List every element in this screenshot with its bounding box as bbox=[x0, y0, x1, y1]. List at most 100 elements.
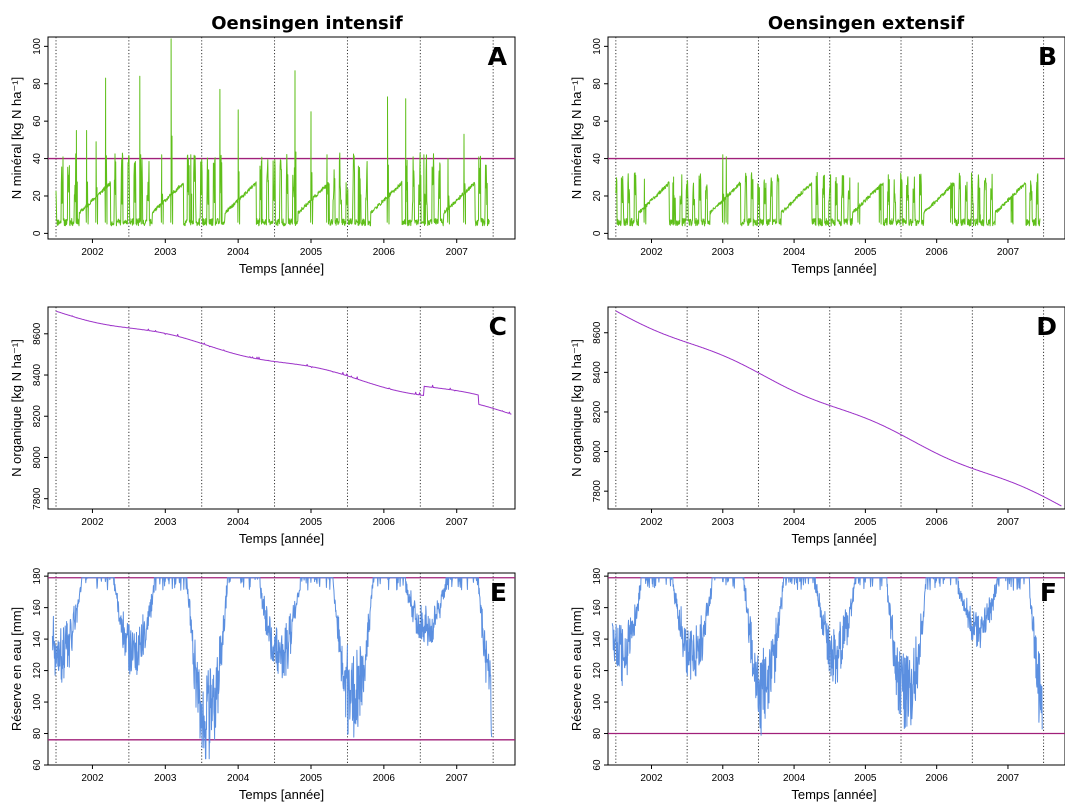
series-line-b bbox=[615, 154, 1041, 227]
x-tick-label: 2003 bbox=[154, 773, 177, 784]
y-tick-label: 8200 bbox=[592, 400, 603, 423]
x-tick-label: 2002 bbox=[640, 773, 663, 784]
x-tick-label: 2007 bbox=[446, 517, 469, 528]
y-tick-label: 20 bbox=[592, 190, 603, 202]
panel-letter-a: A bbox=[488, 42, 508, 71]
plot-frame-a bbox=[47, 36, 516, 240]
x-tick-label: 2003 bbox=[712, 517, 735, 528]
y-tick-label: 40 bbox=[32, 153, 43, 165]
x-axis-label: Temps [année] bbox=[239, 787, 324, 802]
title-right: Oensingen extensif bbox=[768, 13, 965, 34]
x-tick-label: 2002 bbox=[640, 247, 663, 258]
x-tick-label: 2006 bbox=[373, 247, 396, 258]
y-tick-label: 8000 bbox=[32, 446, 43, 469]
y-axis-label: N organique [kg N ha⁻¹] bbox=[9, 339, 24, 477]
plot-frame-c bbox=[47, 306, 516, 510]
y-tick-label: 120 bbox=[32, 662, 43, 679]
x-tick-label: 2007 bbox=[997, 247, 1020, 258]
x-tick-label: 2005 bbox=[854, 247, 877, 258]
x-tick-label: 2007 bbox=[446, 773, 469, 784]
x-tick-label: 2003 bbox=[154, 517, 177, 528]
y-tick-label: 0 bbox=[592, 230, 603, 236]
y-tick-label: 140 bbox=[32, 630, 43, 647]
x-tick-label: 2002 bbox=[81, 773, 104, 784]
x-tick-label: 2005 bbox=[854, 773, 877, 784]
y-axis-label: Réserve en eau [mm] bbox=[9, 607, 24, 731]
plot-frame-e bbox=[47, 572, 516, 766]
y-tick-label: 60 bbox=[32, 759, 43, 771]
x-axis-label: Temps [année] bbox=[791, 787, 876, 802]
y-tick-label: 100 bbox=[592, 38, 603, 55]
y-axis-label: Réserve en eau [mm] bbox=[569, 607, 584, 731]
series-line-c bbox=[55, 310, 512, 415]
plot-frame-f bbox=[607, 572, 1065, 766]
y-tick-label: 160 bbox=[592, 599, 603, 616]
panel-letter-e: E bbox=[490, 578, 507, 607]
x-tick-label: 2007 bbox=[446, 247, 469, 258]
x-tick-label: 2002 bbox=[81, 517, 104, 528]
x-tick-label: 2005 bbox=[300, 517, 323, 528]
y-tick-label: 8400 bbox=[32, 363, 43, 386]
panel-e: 60 80 100 120 140 160 180 2002 2003 2004 2005 2006 2… bbox=[9, 567, 516, 802]
panel-letter-f: F bbox=[1040, 578, 1057, 607]
y-tick-label: 60 bbox=[592, 759, 603, 771]
x-tick-label: 2007 bbox=[997, 773, 1020, 784]
x-tick-label: 2004 bbox=[783, 517, 806, 528]
panel-letter-c: C bbox=[489, 312, 507, 341]
plot-frame-b bbox=[607, 36, 1065, 240]
x-tick-label: 2006 bbox=[926, 247, 949, 258]
y-tick-label: 40 bbox=[592, 153, 603, 165]
x-tick-label: 2003 bbox=[154, 247, 177, 258]
y-tick-label: 7800 bbox=[592, 480, 603, 503]
x-axis-label: Temps [année] bbox=[239, 261, 324, 276]
panel-letter-b: B bbox=[1038, 42, 1057, 71]
plot-frame-d bbox=[607, 306, 1065, 510]
y-tick-label: 8600 bbox=[592, 321, 603, 344]
x-tick-label: 2006 bbox=[373, 773, 396, 784]
y-tick-label: 80 bbox=[592, 78, 603, 90]
x-tick-label: 2004 bbox=[227, 247, 250, 258]
x-tick-label: 2004 bbox=[227, 517, 250, 528]
y-tick-label: 60 bbox=[592, 115, 603, 127]
series-line-a bbox=[55, 38, 490, 227]
x-axis-label: Temps [année] bbox=[239, 531, 324, 546]
y-tick-label: 100 bbox=[592, 693, 603, 710]
x-tick-label: 2002 bbox=[640, 517, 663, 528]
y-tick-label: 80 bbox=[32, 728, 43, 740]
y-axis-label: N minéral [kg N ha⁻¹] bbox=[9, 77, 24, 199]
y-axis-label: N minéral [kg N ha⁻¹] bbox=[569, 77, 584, 199]
x-tick-label: 2007 bbox=[997, 517, 1020, 528]
x-tick-label: 2002 bbox=[81, 247, 104, 258]
panel-letter-d: D bbox=[1036, 312, 1057, 341]
y-tick-label: 8000 bbox=[592, 440, 603, 463]
y-tick-label: 8200 bbox=[32, 405, 43, 428]
x-tick-label: 2005 bbox=[300, 247, 323, 258]
series-line-f bbox=[611, 577, 1043, 736]
x-tick-label: 2005 bbox=[854, 517, 877, 528]
y-tick-label: 180 bbox=[32, 567, 43, 584]
series-line-d bbox=[615, 310, 1062, 507]
y-tick-label: 20 bbox=[32, 190, 43, 202]
x-tick-label: 2003 bbox=[712, 773, 735, 784]
x-axis-label: Temps [année] bbox=[791, 531, 876, 546]
y-tick-label: 60 bbox=[32, 115, 43, 127]
panel-c: 7800 8000 8200 8400 8600 2002 2003 2004 2005 2006… bbox=[9, 306, 516, 546]
y-axis-label: N organique [kg N ha⁻¹] bbox=[569, 339, 584, 477]
y-tick-label: 160 bbox=[32, 599, 43, 616]
x-tick-label: 2006 bbox=[926, 517, 949, 528]
y-tick-label: 100 bbox=[32, 693, 43, 710]
panel-f: 60 80 100 120 140 160 180 2002 2003 2004 2005 2006 2… bbox=[569, 567, 1065, 802]
x-axis-label: Temps [année] bbox=[791, 261, 876, 276]
panel-a: 0 20 40 60 80 100 2002 2003 2004 2005 2006 2007 Temp… bbox=[9, 36, 516, 276]
y-tick-label: 100 bbox=[32, 38, 43, 55]
y-tick-label: 180 bbox=[592, 567, 603, 584]
x-tick-label: 2003 bbox=[712, 247, 735, 258]
panel-d: 7800 8000 8200 8400 8600 2002 2003 2004 2005 2006… bbox=[569, 306, 1065, 546]
x-tick-label: 2006 bbox=[373, 517, 396, 528]
y-tick-label: 80 bbox=[592, 728, 603, 740]
title-left: Oensingen intensif bbox=[211, 13, 403, 34]
y-tick-label: 8600 bbox=[32, 322, 43, 345]
y-tick-label: 0 bbox=[32, 230, 43, 236]
y-tick-label: 80 bbox=[32, 78, 43, 90]
